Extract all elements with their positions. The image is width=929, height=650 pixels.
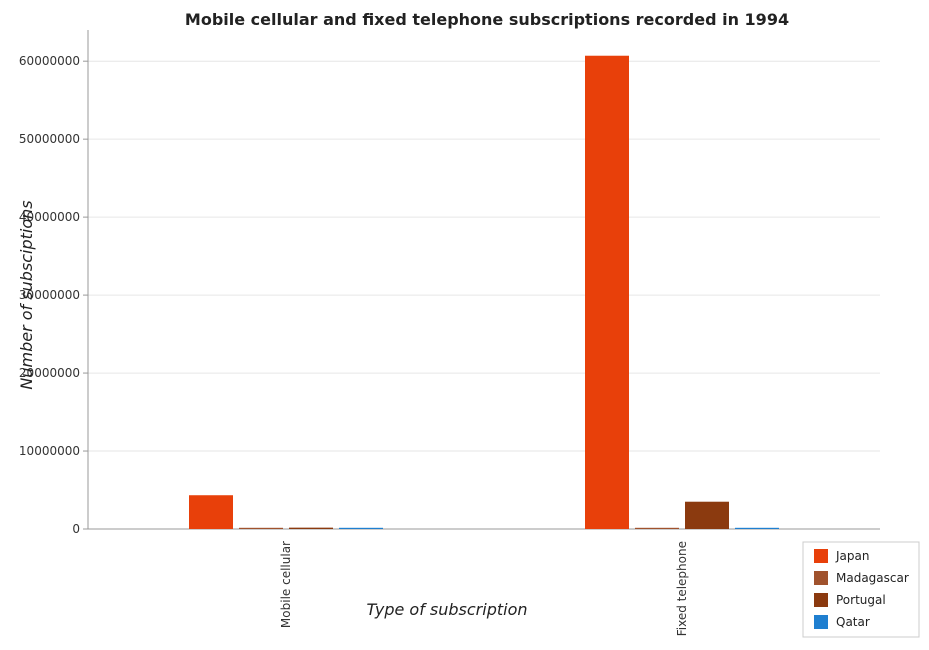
bars bbox=[189, 55, 779, 530]
legend-swatch bbox=[814, 615, 828, 629]
bar-qatar-0 bbox=[339, 527, 383, 529]
legend-label: Portugal bbox=[836, 593, 886, 607]
legend-label: Qatar bbox=[836, 615, 870, 629]
y-tick-label: 30000000 bbox=[19, 288, 80, 302]
y-tick-label: 10000000 bbox=[19, 444, 80, 458]
bar-japan-0 bbox=[189, 495, 233, 529]
legend-label: Madagascar bbox=[836, 571, 909, 585]
x-tick-label: Fixed telephone bbox=[675, 541, 689, 636]
x-tick-label: Mobile cellular bbox=[279, 541, 293, 628]
legend: Japan Madagascar Portugal Qatar bbox=[802, 541, 920, 638]
legend-swatch bbox=[814, 593, 828, 607]
gridlines bbox=[88, 60, 880, 452]
y-tick-label: 50000000 bbox=[19, 132, 80, 146]
y-tick-label: 60000000 bbox=[19, 54, 80, 68]
y-axis-title: Number of subsciptions bbox=[17, 200, 36, 389]
bar-madagascar-0 bbox=[239, 527, 283, 529]
bar-qatar-1 bbox=[735, 527, 779, 529]
legend-swatch bbox=[814, 549, 828, 563]
chart-title: Mobile cellular and fixed telephone subs… bbox=[185, 10, 789, 29]
bar-madagascar-1 bbox=[635, 527, 679, 529]
y-tick-label: 0 bbox=[72, 522, 80, 536]
bar-japan-1 bbox=[585, 55, 629, 530]
y-tick-label: 40000000 bbox=[19, 210, 80, 224]
x-axis-title: Type of subscription bbox=[366, 600, 527, 619]
bar-portugal-1 bbox=[685, 501, 729, 529]
y-tick-label: 20000000 bbox=[19, 366, 80, 380]
x-tick-labels: Mobile cellular Fixed telephone bbox=[279, 541, 689, 636]
y-tick-labels: 0 10000000 20000000 30000000 40000000 5000000… bbox=[19, 54, 88, 536]
bar-portugal-0 bbox=[289, 527, 333, 529]
legend-swatch bbox=[814, 571, 828, 585]
legend-label: Japan bbox=[835, 549, 869, 563]
